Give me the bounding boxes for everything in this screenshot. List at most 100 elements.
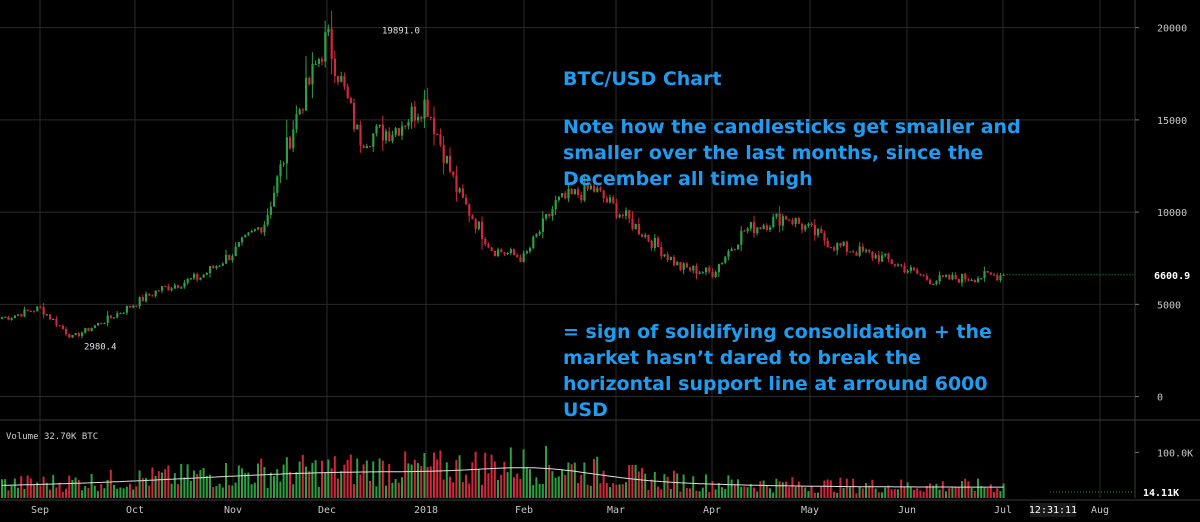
candle-body (1002, 274, 1005, 276)
candle-body (765, 225, 768, 230)
candle-body (897, 264, 900, 266)
candle-body (650, 240, 653, 248)
candle-body (308, 77, 311, 85)
candle-body (177, 285, 180, 288)
volume-bar (893, 489, 896, 498)
candle-body (970, 279, 973, 281)
volume-bar (381, 460, 384, 498)
candle-body (113, 317, 116, 319)
volume-bar (340, 471, 343, 498)
candle-body (890, 259, 893, 265)
volume-indicator-value: 32.70K (43, 432, 77, 442)
candle-body (791, 220, 794, 225)
volume-bar (772, 492, 775, 498)
candle-body (58, 325, 61, 327)
volume-bar (237, 465, 240, 498)
volume-bar (247, 472, 250, 498)
volume-bar (698, 491, 701, 498)
volume-bar (807, 491, 810, 498)
volume-bar (81, 490, 83, 498)
volume-bar (954, 486, 957, 498)
candle-body (276, 176, 279, 193)
volume-bar (170, 483, 173, 498)
candle-body (122, 312, 125, 314)
candle-body (29, 310, 32, 312)
candle-body (225, 254, 228, 264)
volume-bar (1, 479, 3, 498)
candle-body (999, 275, 1002, 281)
candle-body (343, 76, 346, 87)
volume-bar (852, 478, 855, 498)
candle-body (84, 327, 87, 333)
candle-body (743, 230, 746, 232)
volume-bar (663, 474, 666, 498)
volume-bar (625, 482, 627, 498)
volume-bar (817, 492, 819, 498)
volume-bar (541, 484, 544, 498)
candle-body (324, 32, 327, 62)
volume-bar (961, 481, 963, 498)
volume-bar (49, 489, 51, 498)
time-axis-label: Jul (994, 505, 1012, 516)
volume-bar (829, 480, 832, 498)
volume-bar (298, 461, 301, 498)
candle-body (644, 234, 647, 237)
volume-bar (225, 463, 227, 498)
volume-bar (487, 473, 490, 498)
volume-bar (749, 484, 752, 498)
volume-bar (644, 473, 647, 498)
volume-bar (695, 490, 698, 498)
volume-bar (378, 458, 381, 498)
last-price-label: 6600.9 (1154, 271, 1190, 282)
volume-bar (295, 471, 298, 498)
volume-bar (474, 451, 477, 498)
volume-bar (535, 477, 538, 498)
time-axis-label: Dec (318, 505, 336, 516)
volume-bar (311, 462, 314, 498)
volume-bar (212, 487, 215, 498)
candle-body (685, 263, 688, 268)
candle-body (557, 196, 560, 201)
volume-bar (567, 462, 570, 498)
candle-body (215, 265, 218, 269)
volume-bar (420, 465, 423, 498)
time-axis-label: Jun (898, 505, 916, 516)
candle-body (577, 189, 580, 195)
candle-body (301, 109, 304, 111)
volume-bar (13, 478, 16, 498)
volume-bar (970, 487, 973, 498)
candle-body (362, 145, 365, 148)
candle-body (209, 266, 212, 274)
candle-body (125, 305, 128, 313)
volume-bar (618, 484, 621, 498)
candle-body (381, 124, 384, 141)
candle-body (116, 313, 119, 318)
volume-bar (314, 460, 317, 498)
candle-body (71, 334, 74, 338)
candle-body (861, 246, 864, 252)
volume-bar (458, 455, 461, 498)
volume-bar (708, 492, 711, 498)
volume-bar (167, 465, 170, 498)
candle-body (103, 322, 106, 324)
volume-bar (154, 475, 157, 498)
candle-body (778, 213, 781, 226)
volume-bar (932, 485, 935, 498)
last-volume-label: 14.11K (1143, 488, 1179, 499)
candle-body (170, 288, 173, 291)
volume-bar (801, 486, 803, 498)
volume-bar (308, 471, 311, 498)
candle-body (148, 293, 151, 296)
candle-body (881, 255, 884, 262)
candle-body (397, 128, 400, 136)
candle-body (305, 77, 308, 111)
volume-bar (900, 479, 903, 498)
candle-body (417, 117, 420, 121)
candle-body (167, 286, 170, 291)
volume-bar (941, 481, 944, 498)
volume-bar (682, 474, 685, 498)
candle-body (689, 267, 692, 271)
candle-body (45, 314, 48, 316)
volume-bar (391, 482, 394, 498)
volume-bar (634, 464, 637, 498)
